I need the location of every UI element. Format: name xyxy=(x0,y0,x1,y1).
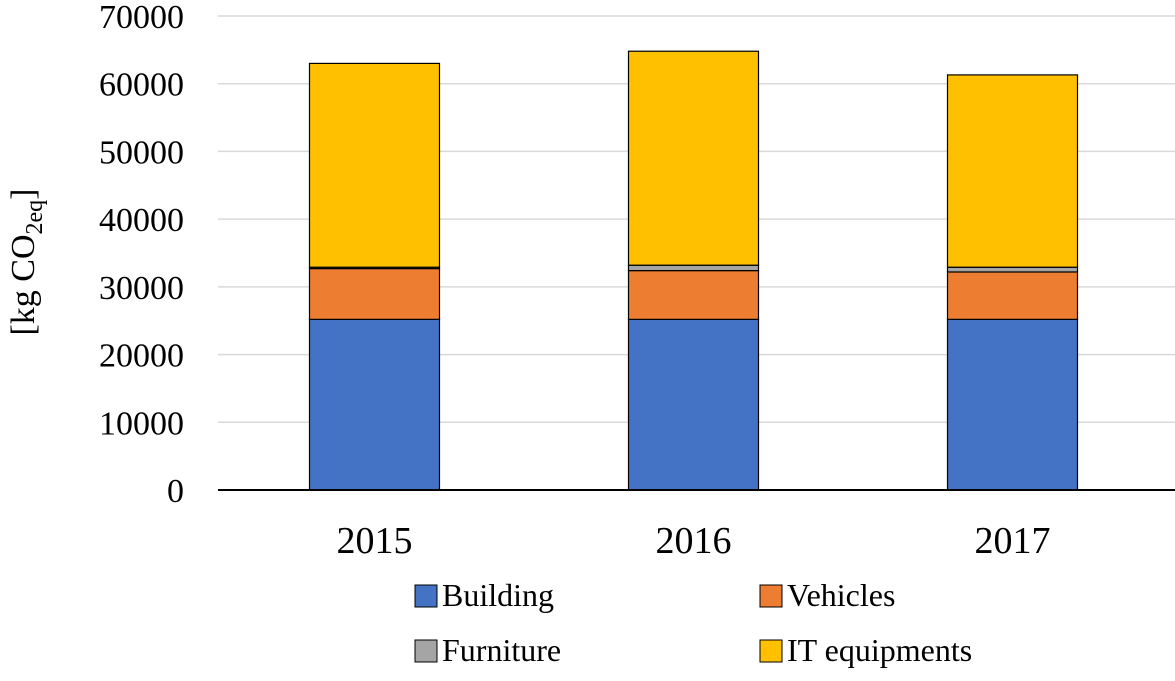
legend-label: Building xyxy=(442,577,554,613)
y-tick-label: 40000 xyxy=(99,202,184,239)
y-axis-ticks: 0 10000 20000 30000 40000 50000 60000 70000 xyxy=(99,0,184,510)
y-tick-label: 10000 xyxy=(99,405,184,442)
bar-stack-2015 xyxy=(308,62,441,491)
bar-segment-vehicles xyxy=(308,267,441,320)
bar-segment-furniture xyxy=(627,264,760,272)
y-tick-label: 50000 xyxy=(99,134,184,171)
bar-segment-vehicles xyxy=(627,270,760,320)
y-axis-label-prefix: [kg CO xyxy=(5,234,42,335)
legend-swatch xyxy=(759,639,783,663)
legend-item-it-equipments: IT equipments xyxy=(759,632,972,668)
bars xyxy=(308,50,1079,491)
legend-item-building: Building xyxy=(414,577,554,613)
bar-segment-it-equipments xyxy=(627,50,760,266)
bar-stack-2017 xyxy=(946,74,1079,491)
legend-swatch xyxy=(414,639,438,663)
y-tick-label: 60000 xyxy=(99,67,184,104)
legend-label: Furniture xyxy=(442,632,561,668)
legend: Building Vehicles Furniture IT equipments xyxy=(414,577,972,668)
x-tick-label: 2017 xyxy=(975,520,1051,562)
y-axis-label-subscript: 2eq xyxy=(22,200,48,235)
bar-segment-it-equipments xyxy=(308,62,441,268)
legend-label: IT equipments xyxy=(787,632,972,668)
bar-segment-building xyxy=(308,318,441,491)
legend-swatch xyxy=(414,584,438,608)
legend-label: Vehicles xyxy=(787,577,895,613)
bar-segment-building xyxy=(627,318,760,491)
x-tick-label: 2015 xyxy=(337,520,413,562)
x-axis-ticks: 2015 2016 2017 xyxy=(337,520,1051,562)
x-tick-label: 2016 xyxy=(656,520,732,562)
y-tick-label: 0 xyxy=(167,473,184,510)
bar-stack-2016 xyxy=(627,50,760,491)
y-tick-label: 20000 xyxy=(99,338,184,375)
y-tick-label: 30000 xyxy=(99,270,184,307)
bar-segment-it-equipments xyxy=(946,74,1079,268)
y-axis-label-suffix: ] xyxy=(5,188,42,199)
y-tick-label: 70000 xyxy=(99,0,184,36)
y-axis-label: [kg CO2eq] xyxy=(5,188,48,335)
legend-item-vehicles: Vehicles xyxy=(759,577,895,613)
legend-swatch xyxy=(759,584,783,608)
legend-item-furniture: Furniture xyxy=(414,632,561,668)
bar-segment-building xyxy=(946,318,1079,491)
bar-segment-furniture xyxy=(946,266,1079,273)
bar-segment-vehicles xyxy=(946,271,1079,320)
